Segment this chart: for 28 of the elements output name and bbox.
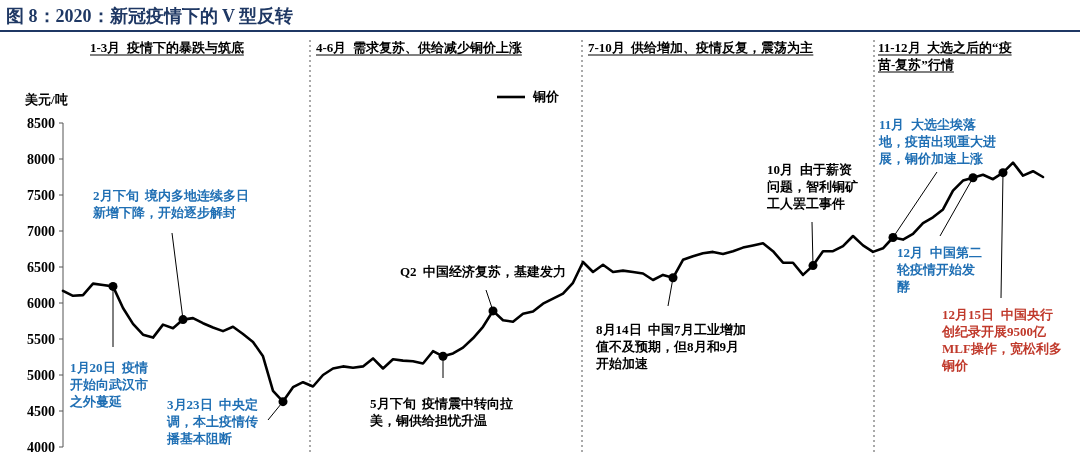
annotation: 12月 中国第二轮疫情开始发酵: [897, 245, 982, 294]
y-tick-label: 7500: [27, 188, 55, 203]
annotation: 12月15日 中国央行创纪录开展9500亿MLF操作，宽松利多铜价: [942, 307, 1062, 373]
annotation: 1月20日 疫情开始向武汉市之外蔓延: [70, 360, 148, 409]
y-tick-label: 8000: [27, 152, 55, 167]
annotation: 11月 大选尘埃落地，疫苗出现重大进展，铜价加速上涨: [879, 117, 996, 166]
y-tick-label: 4500: [27, 404, 55, 419]
annotation: 7-10月 供给增加、疫情反复，震荡为主: [587, 40, 814, 56]
annotation: 11-12月 大选之后的“疫苗-复苏”行情: [877, 40, 1013, 73]
y-tick-label: 6500: [27, 260, 55, 275]
chart-title: 图 8：2020：新冠疫情下的 V 型反转: [6, 6, 294, 26]
legend: 铜价: [497, 89, 559, 104]
y-tick-label: 7000: [27, 224, 55, 239]
y-tick-label: 5000: [27, 368, 55, 383]
legend-label: 铜价: [532, 89, 560, 104]
annotation: 5月下旬 疫情震中转向拉美，铜供给担忧升温: [370, 396, 513, 428]
y-tick-label: 8500: [27, 116, 55, 131]
annotation: 3月23日 中央定调，本土疫情传播基本阻断: [167, 397, 258, 446]
annotation: 1-3月 疫情下的暴跌与筑底: [89, 40, 245, 56]
annotation: Q2 中国经济复苏，基建发力: [400, 264, 567, 279]
y-axis-title: 美元/吨: [24, 92, 68, 107]
annotation: 4-6月 需求复苏、供给减少铜价上涨: [315, 40, 523, 56]
annotation: 2月下旬 境内多地连续多日新增下降，开始逐步解封: [93, 188, 249, 220]
y-tick-label: 4000: [27, 440, 55, 452]
y-tick-label: 5500: [27, 332, 55, 347]
y-tick-label: 6000: [27, 296, 55, 311]
annotation: 10月 由于薪资问题，智利铜矿工人罢工事件: [767, 162, 858, 211]
annotation: 8月14日 中国7月工业增加值不及预期，但8月和9月开始加速: [596, 322, 746, 371]
